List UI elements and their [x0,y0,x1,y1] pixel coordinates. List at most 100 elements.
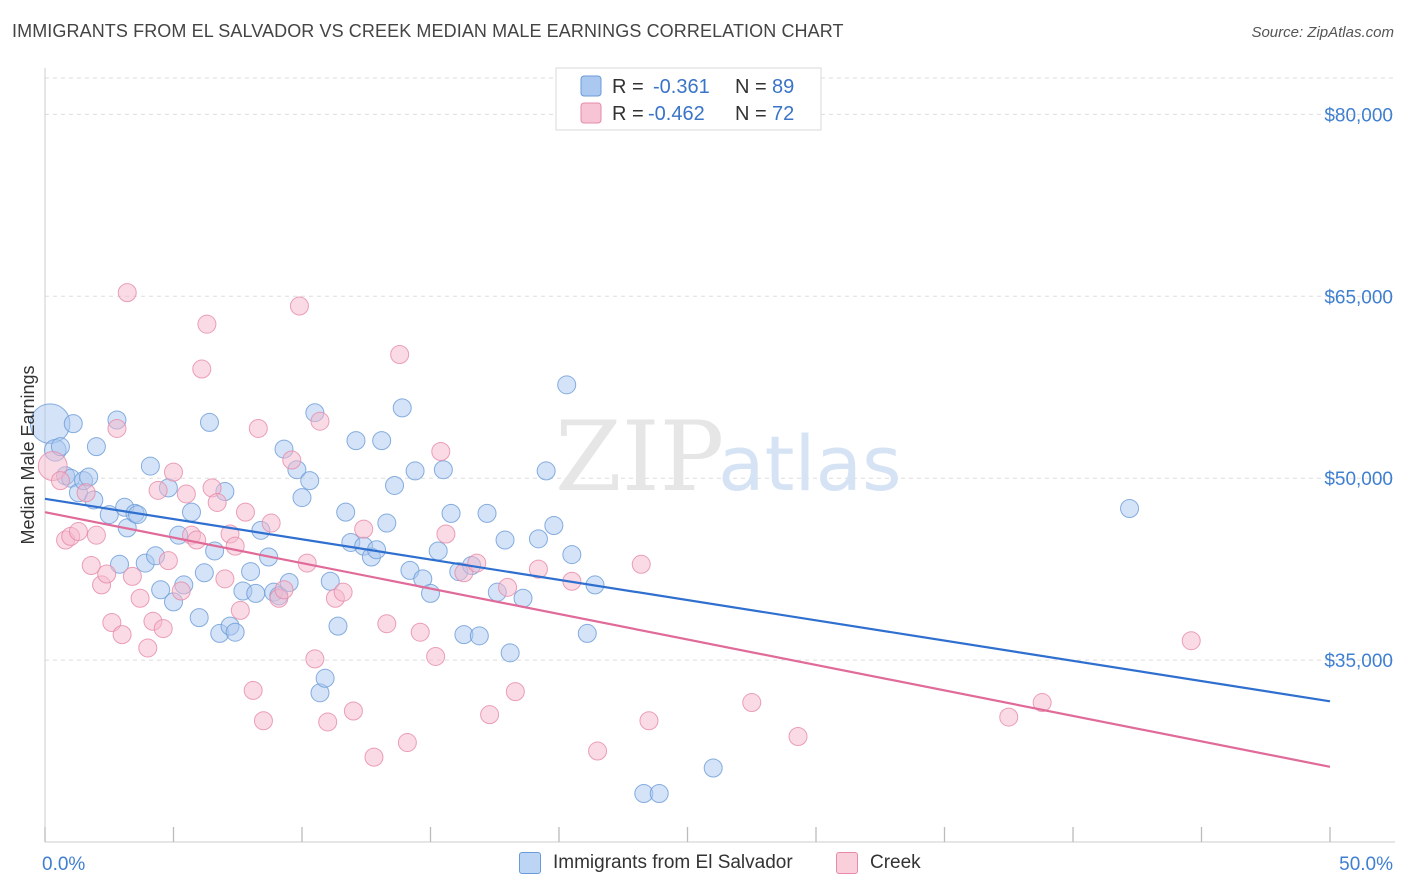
data-point [315,668,335,688]
data-point [639,711,659,731]
data-point [189,608,209,628]
data-point [230,600,250,620]
x-tick-label: 0.0% [42,854,85,875]
data-point [164,462,183,482]
data-point [112,625,132,645]
data-point [50,471,70,491]
data-point [562,545,582,565]
data-point [282,450,302,470]
trend-lines [44,497,1331,768]
data-point [557,375,577,395]
y-tick-label: $80,000 [1324,105,1393,126]
bottom-legend-label-blue: Immigrants from El Salvador [553,852,793,873]
data-point [431,442,451,462]
legend-r-label-pink: R = [612,103,644,125]
data-point [192,359,212,379]
y-tick-labels: $35,000 $50,000 $65,000 $80,000 [1324,105,1393,672]
data-point [377,614,397,634]
data-point [292,488,312,508]
data-point [199,412,219,432]
data-point [158,551,178,571]
source-label: Source: ZipAtlas.com [1251,24,1394,41]
data-point [107,418,127,438]
y-tick-label: $50,000 [1324,469,1393,490]
data-point [498,577,518,597]
data-point [372,431,392,451]
data-point [140,456,160,476]
data-point [153,619,173,639]
data-point [1032,693,1052,713]
data-point [346,431,366,451]
data-point [1181,631,1201,651]
data-point [1120,499,1140,519]
data-point [261,513,281,533]
data-point [97,564,117,584]
data-point [130,588,150,608]
data-point [225,536,245,556]
data-point [788,726,808,746]
data-point [81,556,101,576]
legend-r-label-blue: R = [612,76,644,98]
data-point [122,566,142,586]
data-point [246,583,266,603]
data-point [343,701,363,721]
data-point [477,503,497,523]
data-point [138,638,158,658]
data-point [110,554,130,574]
data-point [467,553,487,573]
data-point [405,461,425,481]
data-point [505,682,525,702]
y-tick-label: $35,000 [1324,651,1393,672]
data-point [63,414,83,434]
legend-r-value-pink: -0.462 [648,103,705,125]
bottom-legend-item-pink: Creek [836,852,921,874]
data-point [354,519,374,539]
data-point [194,563,214,583]
bottom-legend-item-blue: Immigrants from El Salvador [519,852,793,874]
data-point [436,524,456,544]
data-point [577,623,597,643]
data-point [215,569,235,589]
data-point [495,530,515,550]
data-point [433,460,453,480]
data-point [318,712,338,732]
data-point [253,711,273,731]
data-point [385,475,405,495]
data-point [703,758,723,778]
data-point [390,344,410,364]
data-point [631,554,651,574]
data-point [241,562,261,582]
watermark-atlas: atlas [718,419,902,508]
data-point [588,741,608,761]
data-point [289,296,309,316]
legend-n-value-pink: 72 [772,103,794,125]
data-point [336,502,356,522]
axes [44,68,1395,843]
data-point [528,559,548,579]
trend-line-pink [44,511,1331,768]
data-point [76,483,96,503]
x-tick-labels: 0.0% 50.0% [42,854,1393,875]
data-point [328,616,348,636]
data-point [397,733,417,753]
data-point [148,480,168,500]
data-point [428,541,448,561]
data-point [544,515,564,535]
series-immigrants-el-salvador [29,375,1140,803]
data-point [999,707,1019,727]
data-point [364,747,384,767]
data-point [469,626,489,646]
legend-swatch-blue [580,75,602,97]
x-tick-label: 50.0% [1339,854,1393,875]
bottom-legend-swatch-blue [519,852,541,874]
data-point [79,467,99,487]
watermark-zip: ZIP [555,401,724,513]
data-point [102,613,122,633]
data-point [742,693,762,713]
data-point [333,582,353,602]
data-point [86,437,106,457]
series-creek [37,283,1201,767]
bottom-legend-swatch-pink [836,852,858,874]
chart-title: IMMIGRANTS FROM EL SALVADOR VS CREEK MED… [12,21,844,41]
legend-n-label-pink: N = [735,103,767,125]
